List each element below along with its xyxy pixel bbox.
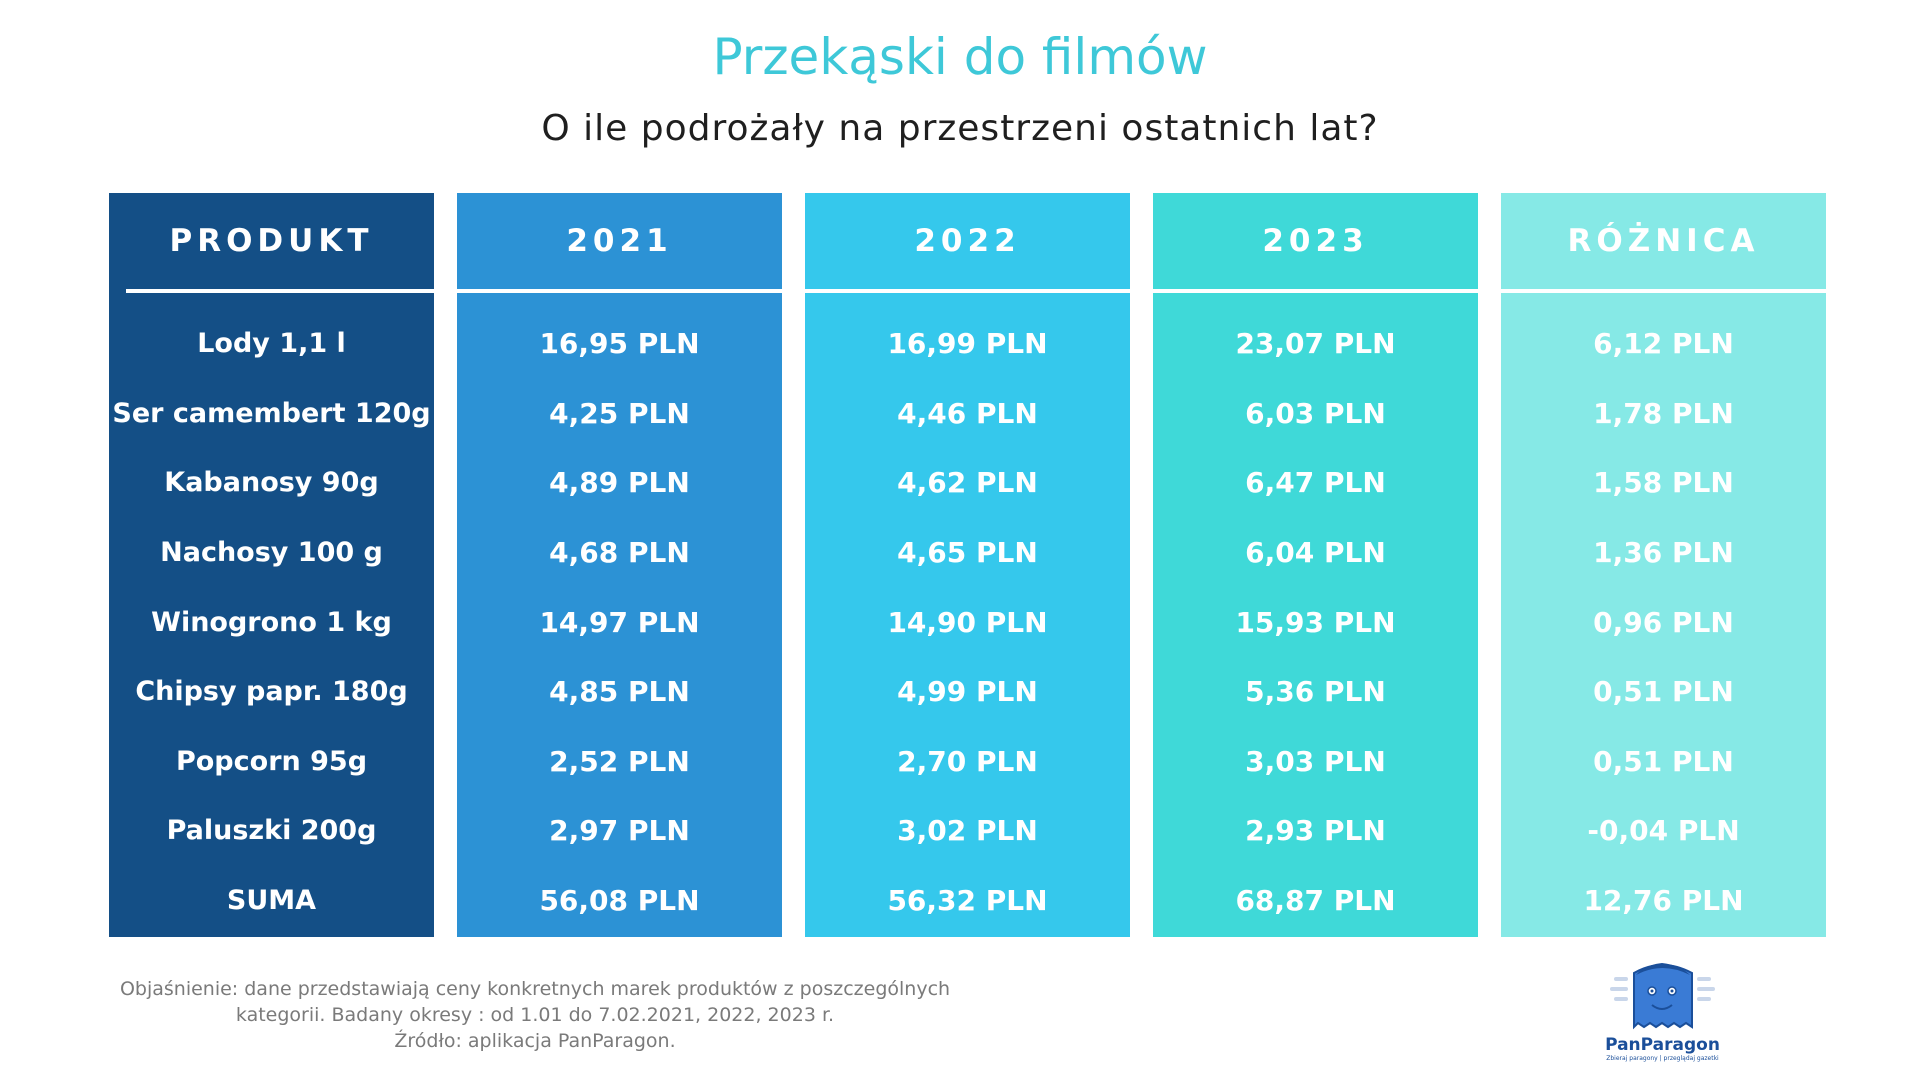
header-divider [1153,289,1478,293]
header-divider [457,289,782,293]
difference-cell: 0,51 PLN [1593,675,1734,709]
column-header-product: PRODUKT [169,223,374,259]
footnote-line: Objaśnienie: dane przedstawiają ceny kon… [119,978,951,1000]
difference-cell: 0,51 PLN [1593,744,1734,778]
column-difference: RÓŻNICA 6,12 PLN 1,78 PLN 1,58 PLN 1,36 PLN… [1501,193,1826,937]
footnote-source: Źródło: aplikacja PanParagon. [394,1030,676,1052]
price-cell: 15,93 PLN [1235,605,1396,639]
brand-logo: PanParagon Zbieraj paragony | przeglądaj… [1600,955,1725,1065]
price-cell: 6,47 PLN [1245,466,1386,500]
price-cell: 56,08 PLN [539,884,700,918]
price-cell: 4,89 PLN [549,466,690,500]
product-name-cell: Lody 1,1 l [197,328,346,360]
price-cell: 4,99 PLN [897,675,1038,709]
column-header-2023: 2023 [1262,223,1369,259]
chart-subtitle: O ile podrożały na przestrzeni ostatnich… [541,108,1379,149]
product-name-cell: Ser camembert 120g [112,397,431,429]
column-2023: 2023 23,07 PLN 6,03 PLN 6,47 PLN 6,04 PLN 15… [1153,193,1478,937]
chart-title: Przekąski do filmów [712,28,1208,86]
price-cell: 14,97 PLN [539,605,700,639]
price-cell: 4,68 PLN [549,536,690,570]
difference-cell: -0,04 PLN [1587,814,1740,848]
price-cell: 4,62 PLN [897,466,1038,500]
product-name-cell: Popcorn 95g [175,745,368,777]
column-product: PRODUKT Lody 1,1 l Ser camembert 120g Kaba… [109,193,434,937]
difference-cell: 1,58 PLN [1593,466,1734,500]
footnote: Objaśnienie: dane przedstawiają ceny kon… [110,976,960,1054]
difference-cell: 1,36 PLN [1593,536,1734,570]
column-2022: 2022 16,99 PLN 4,46 PLN 4,62 PLN 4,65 PLN 14… [805,193,1130,937]
product-name-cell: Winogrono 1 kg [151,606,392,638]
header-divider [805,289,1130,293]
price-cell: 23,07 PLN [1235,327,1396,361]
brand-name: PanParagon [1605,1035,1720,1055]
column-header-difference: RÓŻNICA [1567,223,1760,259]
price-cell: 2,52 PLN [549,744,690,778]
price-cell: 3,02 PLN [897,814,1038,848]
brand-tagline: Zbieraj paragony | przeglądaj gazetki [1606,1055,1719,1062]
mascot-icon [1610,963,1715,1030]
price-cell: 5,36 PLN [1245,675,1386,709]
product-name-cell: Kabanosy 90g [164,467,379,499]
header-divider [126,289,434,293]
product-name-cell: Nachosy 100 g [160,537,383,569]
difference-cell: 0,96 PLN [1593,605,1734,639]
price-cell: 4,46 PLN [897,396,1038,430]
price-cell: 68,87 PLN [1235,884,1396,918]
column-2021: 2021 16,95 PLN 4,25 PLN 4,89 PLN 4,68 PLN 14… [457,193,782,937]
price-cell: 4,25 PLN [549,396,690,430]
price-cell: 56,32 PLN [887,884,1048,918]
price-cell: 14,90 PLN [887,605,1048,639]
price-cell: 3,03 PLN [1245,744,1386,778]
price-cell: 4,85 PLN [549,675,690,709]
footnote-line: kategorii. Badany okresy : od 1.01 do 7.… [235,1004,835,1026]
product-name-cell: Chipsy papr. 180g [135,676,408,708]
header-divider [1501,289,1826,293]
price-cell: 4,65 PLN [897,536,1038,570]
difference-cell: 1,78 PLN [1593,396,1734,430]
column-header-2021: 2021 [566,223,673,259]
price-cell: 6,04 PLN [1245,536,1386,570]
product-name-cell: Paluszki 200g [166,815,377,847]
price-cell: 6,03 PLN [1245,396,1386,430]
price-cell: 16,95 PLN [539,327,700,361]
price-cell: 2,93 PLN [1245,814,1386,848]
price-cell: 2,70 PLN [897,744,1038,778]
column-header-2022: 2022 [914,223,1021,259]
product-name-cell: SUMA [226,885,317,917]
price-cell: 2,97 PLN [549,814,690,848]
difference-cell: 6,12 PLN [1593,327,1734,361]
difference-cell: 12,76 PLN [1583,884,1744,918]
price-cell: 16,99 PLN [887,327,1048,361]
